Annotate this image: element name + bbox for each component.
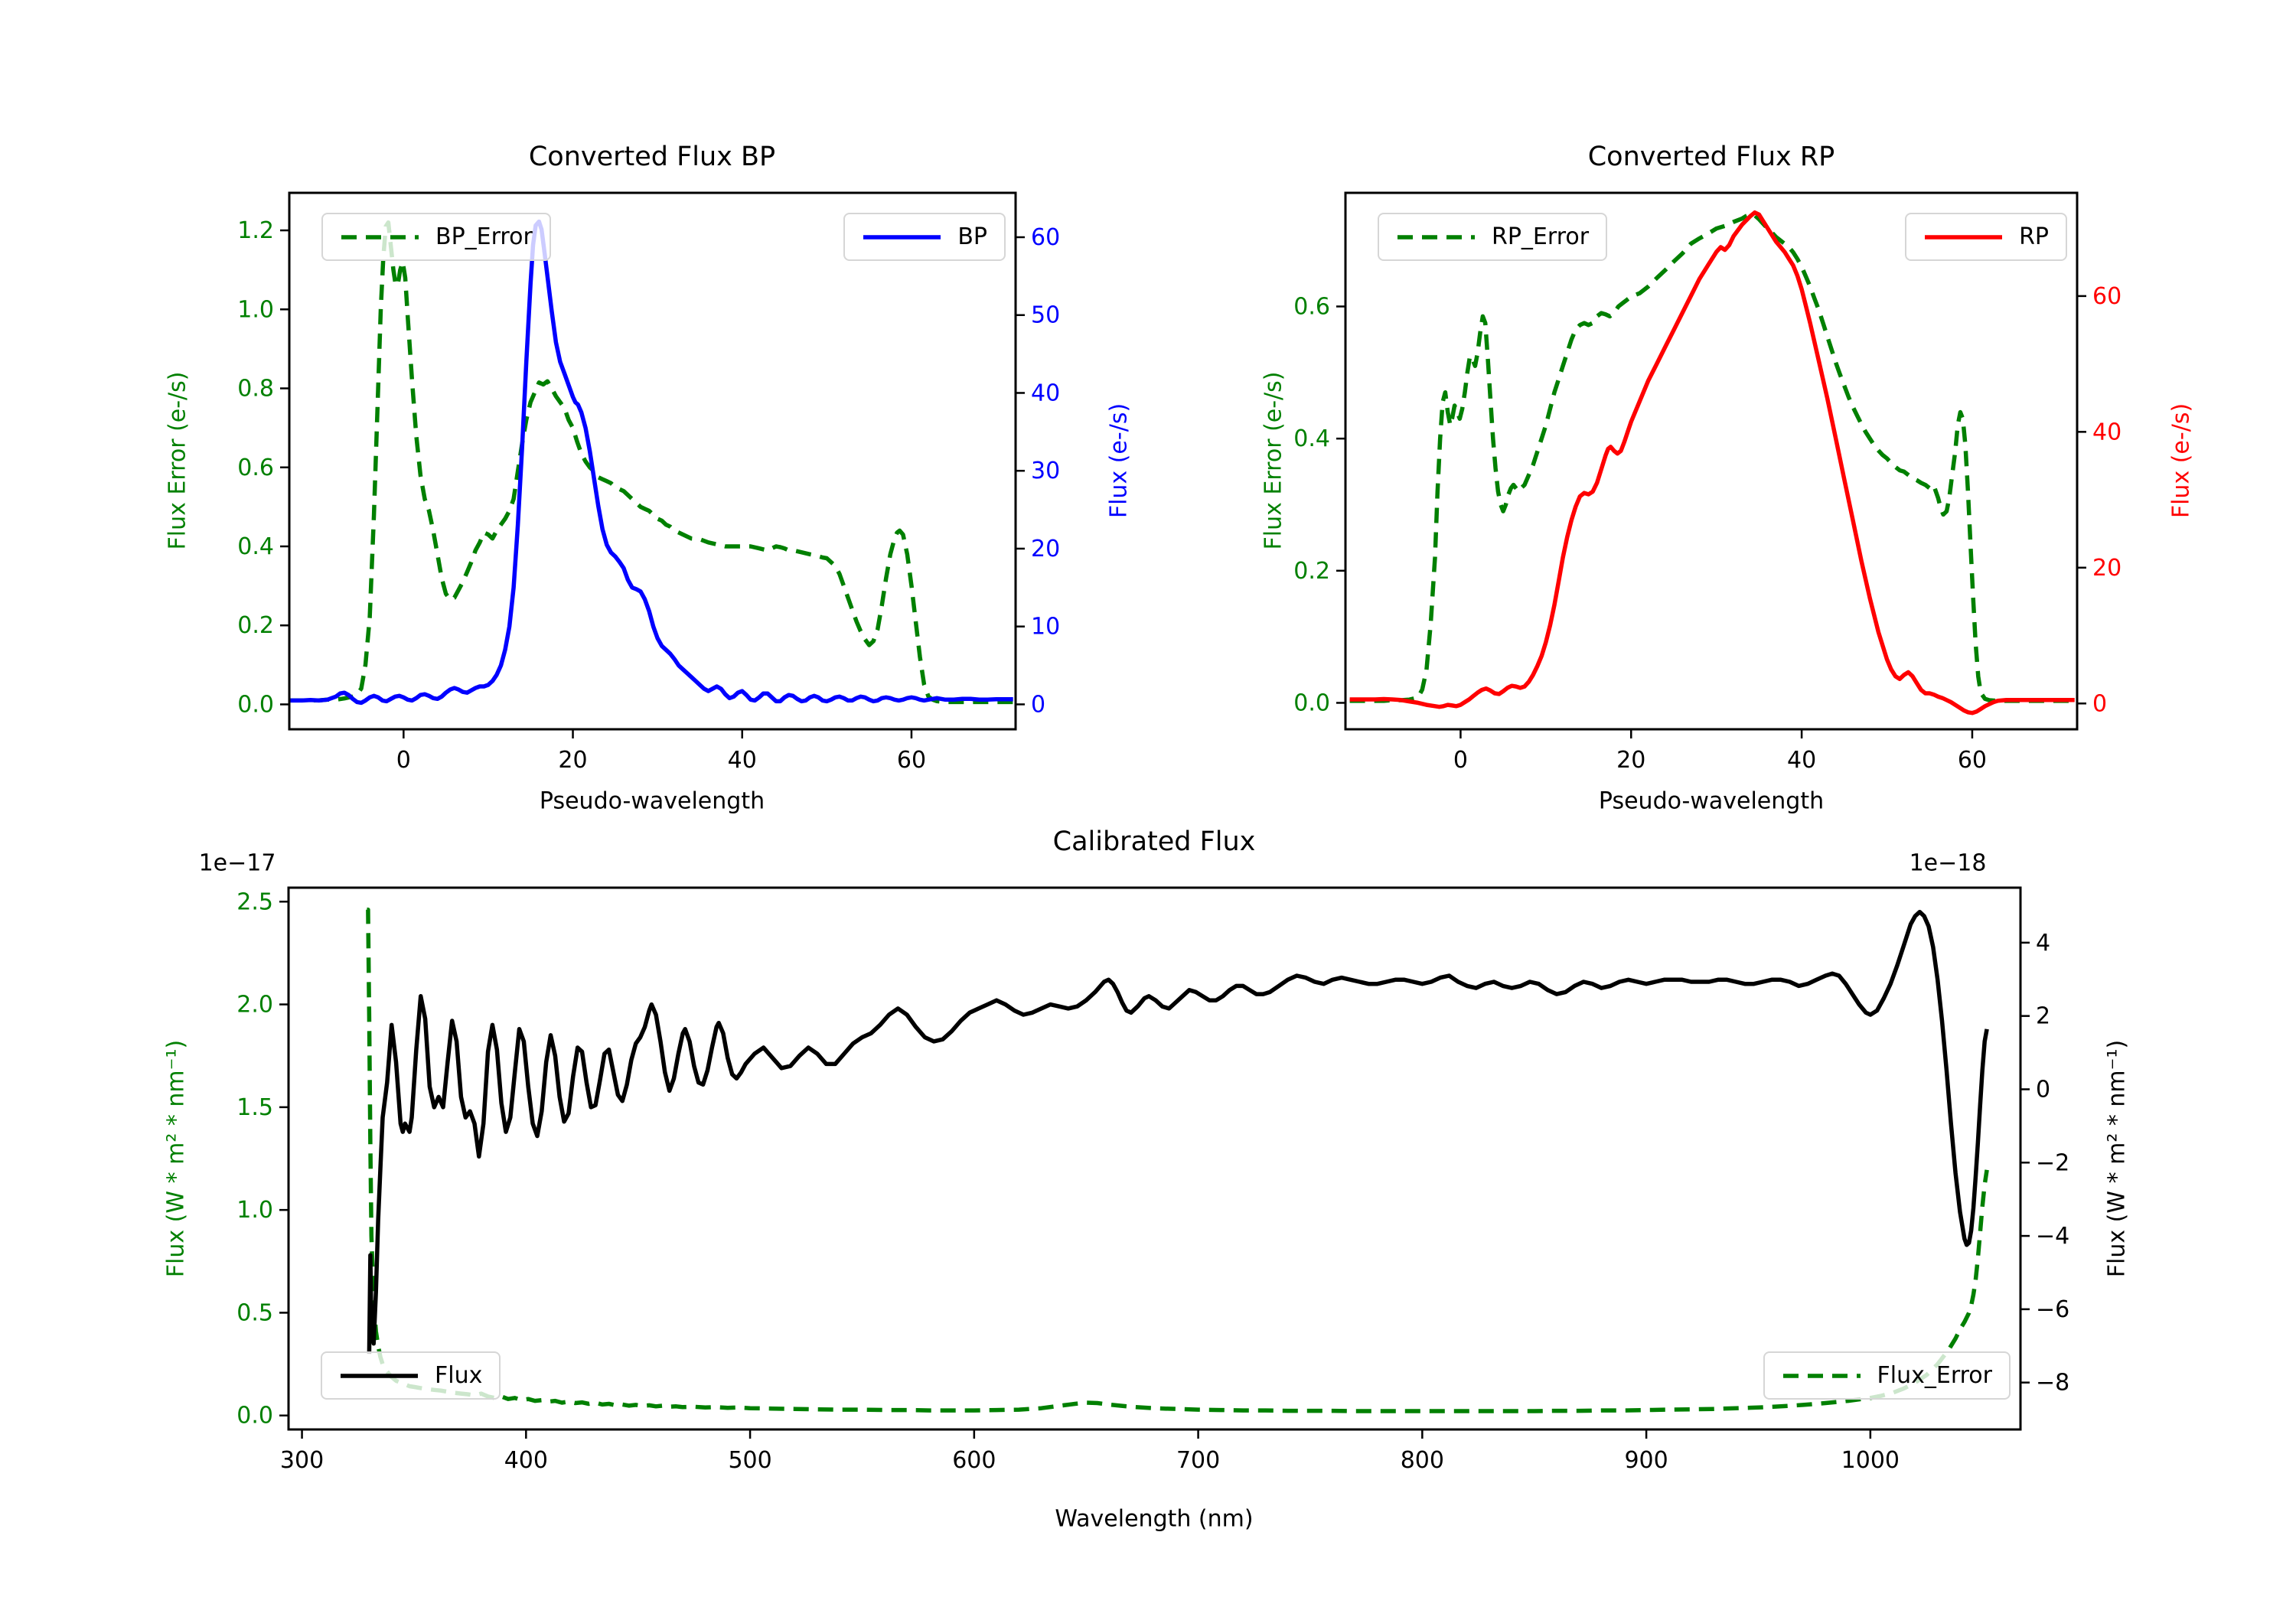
y-right-tick-label: 10 (1031, 614, 1060, 641)
bp-xlabel: Pseudo-wavelength (539, 787, 765, 815)
x-tick-label: 20 (1616, 747, 1645, 774)
legend-label-flux-error: Flux_Error (1877, 1362, 1992, 1389)
y-right-tick-label: 40 (2092, 419, 2122, 445)
bp-title: Converted Flux BP (528, 142, 776, 172)
y-left-tick-label: 0.4 (237, 533, 274, 560)
offset-text-right: 1e−18 (1909, 849, 1987, 877)
y-right-tick-label: 4 (2036, 930, 2050, 957)
y-left-tick-label: 1.2 (237, 217, 274, 244)
series-rp_error (1349, 211, 2075, 703)
legend-bp-error: BP_Error (321, 213, 551, 261)
legend-label-rp-error: RP_Error (1492, 223, 1590, 250)
y-left-tick-label: 0.6 (237, 455, 274, 481)
legend-label-bp: BP (957, 223, 987, 250)
x-tick-label: 400 (504, 1447, 548, 1474)
bp-spines (288, 191, 1017, 731)
calibrated-spines (287, 886, 2022, 1431)
bp-axes: 0 20 40 60 0.0 0.2 0.4 0.6 0.8 1.0 1.2 0 10 20 30 40 50 6… (237, 191, 1060, 774)
x-tick-label: 500 (728, 1447, 771, 1474)
bp-ylabel-left: Flux Error (e-/s) (164, 371, 191, 550)
y-left-tick-label: 0.8 (237, 376, 274, 403)
rp-ylabel-left: Flux Error (e-/s) (1260, 371, 1287, 550)
x-tick-label: 40 (728, 747, 757, 774)
series-flux (367, 909, 1989, 1354)
legend-flux: Flux (321, 1351, 501, 1400)
y-left-tick-label: 0.2 (237, 612, 274, 639)
x-tick-label: 300 (280, 1447, 324, 1474)
bp-ylabel-right: Flux (e-/s) (1105, 403, 1133, 519)
y-left-tick-label: 0.0 (236, 1403, 273, 1429)
rp-series-group (1349, 210, 2075, 715)
bp-line-sample (863, 234, 941, 240)
calibrated-title: Calibrated Flux (1052, 826, 1256, 857)
rp-line-sample (1925, 234, 2003, 240)
y-left-tick-label: 1.0 (236, 1197, 273, 1224)
y-left-tick-label: 2.0 (236, 992, 273, 1019)
bp-error-line-sample (341, 234, 419, 240)
y-right-tick-label: −6 (2036, 1296, 2069, 1323)
y-right-tick-label: 0 (2036, 1076, 2050, 1103)
legend-label-flux: Flux (435, 1362, 483, 1389)
rp-ylabel-right: Flux (e-/s) (2167, 403, 2195, 519)
y-left-tick-label: 0.2 (1293, 558, 1330, 585)
y-right-tick-label: 20 (2092, 555, 2122, 582)
rp-axes: 0 20 40 60 0.0 0.2 0.4 0.6 0 20 40 60 (1293, 191, 2122, 774)
x-tick-label: 60 (1958, 747, 1987, 774)
calibrated-ylabel-left: Flux (W * m² * nm⁻¹) (162, 1039, 190, 1278)
x-tick-label: 900 (1624, 1447, 1668, 1474)
y-right-tick-label: 0 (1031, 691, 1045, 718)
y-right-tick-label: 60 (1031, 224, 1060, 251)
rp-spines (1344, 191, 2079, 731)
y-right-tick-label: −4 (2036, 1223, 2069, 1250)
rp-title: Converted Flux RP (1587, 142, 1835, 172)
bp-series-group (289, 219, 1013, 706)
calibrated-xlabel: Wavelength (nm) (1055, 1505, 1254, 1533)
y-left-tick-label: 0.0 (237, 691, 274, 718)
y-left-tick-label: 0.5 (236, 1299, 273, 1326)
flux-line-sample (341, 1373, 418, 1378)
x-tick-label: 700 (1176, 1447, 1220, 1474)
legend-rp: RP (1905, 213, 2067, 261)
rp-xlabel: Pseudo-wavelength (1598, 787, 1825, 815)
x-tick-label: 20 (558, 747, 587, 774)
y-right-tick-label: 40 (1031, 380, 1060, 406)
offset-text-left: 1e−17 (198, 849, 276, 877)
y-right-tick-label: 0 (2092, 690, 2107, 717)
rp-error-line-sample (1397, 234, 1475, 240)
x-tick-label: 40 (1787, 747, 1816, 774)
legend-label-bp-error: BP_Error (435, 223, 533, 250)
flux-error-line-sample (1782, 1373, 1861, 1378)
y-right-tick-label: 2 (2036, 1003, 2050, 1030)
y-right-tick-label: 30 (1031, 458, 1060, 484)
y-right-tick-label: 20 (1031, 536, 1060, 562)
x-tick-label: 600 (952, 1447, 996, 1474)
y-left-tick-label: 0.0 (1293, 689, 1330, 716)
x-tick-label: 0 (396, 747, 411, 774)
x-tick-label: 800 (1401, 1447, 1444, 1474)
calibrated-ylabel-right: Flux (W * m² * nm⁻¹) (2103, 1039, 2131, 1278)
y-left-tick-label: 1.5 (236, 1094, 273, 1121)
y-left-tick-label: 0.4 (1293, 425, 1330, 452)
legend-flux-error: Flux_Error (1763, 1351, 2011, 1400)
y-right-tick-label: −2 (2036, 1149, 2069, 1176)
y-left-tick-label: 1.0 (237, 296, 274, 323)
x-tick-label: 0 (1453, 747, 1468, 774)
series-bp (289, 219, 1013, 706)
x-tick-label: 1000 (1841, 1447, 1900, 1474)
calibrated-series-group (366, 907, 1989, 1413)
y-right-tick-label: 50 (1031, 302, 1060, 329)
y-right-tick-label: −8 (2036, 1370, 2069, 1397)
legend-bp: BP (843, 213, 1006, 261)
y-left-tick-label: 2.5 (236, 888, 273, 915)
legend-rp-error: RP_Error (1378, 213, 1608, 261)
legend-label-rp: RP (2019, 223, 2049, 250)
y-left-tick-label: 0.6 (1293, 293, 1330, 320)
calibrated-axes: 300 400 500 600 700 800 900 1000 0.0 0.5 1.0 1.5 2.0… (236, 886, 2069, 1474)
x-tick-label: 60 (897, 747, 926, 774)
series-rp (1349, 210, 2075, 715)
y-right-tick-label: 60 (2092, 283, 2122, 310)
series-bp_error (289, 220, 1013, 705)
